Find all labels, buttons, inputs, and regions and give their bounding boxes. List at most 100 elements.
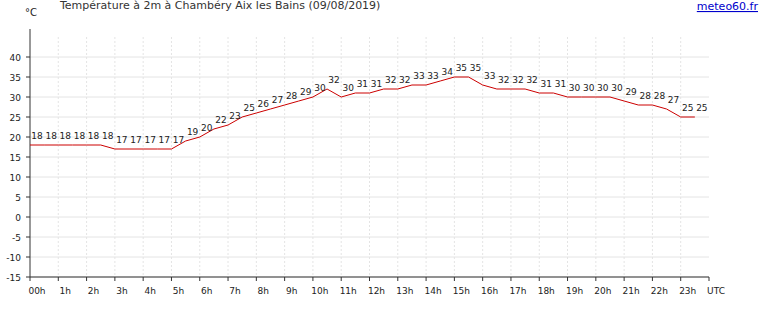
data-label: 18	[60, 131, 72, 141]
y-tick-label: 25	[10, 113, 21, 123]
y-tick-label: 20	[10, 133, 22, 143]
tick	[26, 177, 30, 178]
data-label: 17	[159, 135, 170, 145]
tick	[567, 277, 568, 281]
data-label: 17	[116, 135, 127, 145]
grid-line	[171, 37, 172, 277]
data-label: 29	[300, 87, 312, 97]
tick	[454, 277, 455, 281]
data-label: 18	[45, 131, 57, 141]
tick	[26, 117, 30, 118]
grid-line	[454, 37, 455, 277]
x-tick-label: 19h	[566, 286, 583, 296]
x-tick-label: 11h	[340, 286, 357, 296]
x-tick-label: 21h	[623, 286, 640, 296]
tick	[26, 197, 30, 198]
y-axis-label: °C	[25, 7, 37, 18]
grid-line	[369, 37, 370, 277]
tick	[341, 277, 342, 281]
tick	[482, 277, 483, 281]
y-tick-label: 35	[10, 73, 21, 83]
x-tick-label: 2h	[88, 286, 99, 296]
data-label: 25	[696, 103, 707, 113]
y-tick-label: 15	[10, 153, 21, 163]
temperature-line	[30, 77, 695, 149]
tick	[652, 277, 653, 281]
data-label: 32	[385, 75, 396, 85]
x-tick-label: 22h	[651, 286, 668, 296]
x-tick-label: 10h	[311, 286, 328, 296]
tick	[30, 277, 31, 281]
grid-line	[397, 37, 398, 277]
y-tick-label: -5	[12, 233, 21, 243]
x-tick-label: 13h	[396, 286, 413, 296]
tick	[58, 277, 59, 281]
tick	[26, 157, 30, 158]
data-label: 18	[88, 131, 100, 141]
x-tick-label: 7h	[229, 286, 240, 296]
y-tick-label: 40	[10, 53, 22, 63]
data-label: 30	[597, 83, 609, 93]
grid-line	[228, 37, 229, 277]
data-label: 26	[258, 99, 270, 109]
data-label: 34	[442, 67, 454, 77]
tick	[284, 277, 285, 281]
x-tick-label: 14h	[425, 286, 442, 296]
tick	[397, 277, 398, 281]
source: meteo60.fr	[697, 0, 759, 13]
tick	[510, 277, 511, 281]
data-label: 28	[286, 91, 298, 101]
tick	[595, 277, 596, 281]
grid-line	[86, 37, 87, 277]
tick	[171, 277, 172, 281]
tick	[26, 277, 30, 278]
x-tick-label: 1h	[60, 286, 71, 296]
x-tick-label: 6h	[201, 286, 212, 296]
grid-line	[256, 37, 257, 277]
x-tick-label: 4h	[144, 286, 155, 296]
data-label: 17	[130, 135, 141, 145]
data-label: 18	[74, 131, 86, 141]
grid-line	[680, 37, 681, 277]
x-tick-label: 3h	[116, 286, 127, 296]
tick	[369, 277, 370, 281]
tick	[539, 277, 540, 281]
y-axis	[30, 29, 31, 277]
tick	[228, 277, 229, 281]
y-tick-label: -10	[6, 253, 21, 263]
x-tick-label: 23h	[679, 286, 696, 296]
data-label: 27	[668, 95, 679, 105]
grid-line	[510, 37, 511, 277]
data-label: 32	[498, 75, 509, 85]
tick	[680, 277, 681, 281]
x-axis	[30, 277, 709, 278]
x-tick-label: 8h	[258, 286, 269, 296]
data-label: 28	[654, 91, 666, 101]
data-label: 25	[682, 103, 693, 113]
tick	[709, 277, 710, 281]
tick	[624, 277, 625, 281]
data-label: 31	[371, 79, 382, 89]
data-label: 35	[470, 63, 481, 73]
data-label: 29	[625, 87, 637, 97]
tick	[199, 277, 200, 281]
grid-line	[341, 37, 342, 277]
data-label: 35	[456, 63, 467, 73]
data-label: 32	[512, 75, 523, 85]
data-label: 18	[31, 131, 43, 141]
x-tick-label: 20h	[594, 286, 611, 296]
tick	[26, 217, 30, 218]
data-label: 31	[555, 79, 566, 89]
data-label: 32	[328, 75, 339, 85]
x-tick-label: 5h	[173, 286, 184, 296]
grid-line	[567, 37, 568, 277]
data-label: 31	[541, 79, 552, 89]
tick	[86, 277, 87, 281]
tick	[312, 277, 313, 281]
grid-line	[595, 37, 596, 277]
grid-line	[114, 37, 115, 277]
data-label: 20	[201, 123, 213, 133]
data-label: 27	[272, 95, 283, 105]
tick	[256, 277, 257, 281]
y-tick-label: 10	[10, 173, 22, 183]
